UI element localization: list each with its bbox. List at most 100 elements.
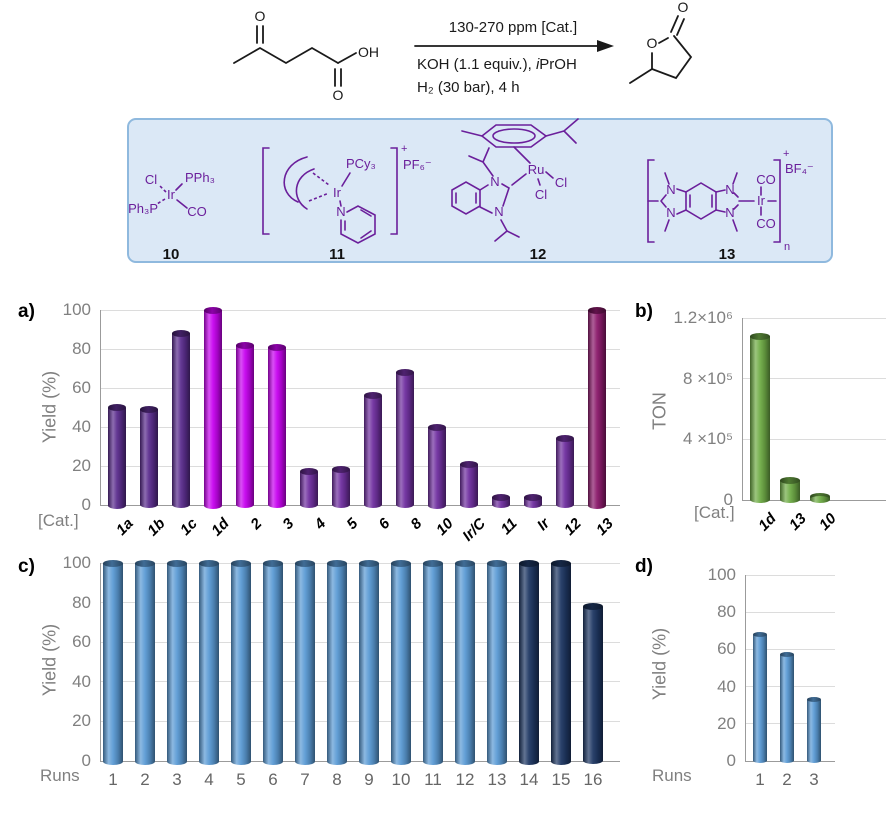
y-tick-label: 40 (717, 676, 736, 696)
cat12-n-bottom-label: N (494, 204, 503, 219)
bar-13 (588, 306, 606, 509)
x-category-label: 5 (343, 515, 362, 533)
cat11-number: 11 (329, 246, 345, 263)
bar-13 (780, 476, 800, 504)
bar-1c (172, 329, 190, 509)
x-category-label: 16 (583, 770, 603, 789)
y-tick-label: 60 (72, 632, 91, 652)
catalyst-12-structure: Ru Cl Cl N N 12 (451, 118, 579, 263)
y-tick-label: 20 (72, 456, 91, 475)
x-category-label: 11 (424, 770, 442, 789)
bar-5 (332, 466, 350, 509)
x-category-label: 3 (172, 770, 182, 789)
y-tick-label: 80 (717, 602, 736, 622)
bar-11 (492, 493, 510, 509)
y-tick-label: 100 (62, 553, 91, 572)
cat12-cl-right-label: Cl (555, 175, 567, 190)
y-axis-line (745, 575, 746, 761)
gridline (742, 378, 886, 380)
x-category-label: 4 (311, 515, 330, 533)
cat10-number: 10 (163, 246, 180, 263)
chart-d-yield-by-run: d) Yield (%) Runs 0 20 40 60 80 100 1 2 3 (630, 552, 890, 818)
bar-16 (583, 603, 603, 765)
x-category-label: 15 (551, 770, 571, 789)
panel-label-b: b) (635, 301, 653, 322)
gridline (100, 309, 620, 311)
bar-1 (753, 632, 767, 764)
x-category-label: 2 (247, 515, 266, 533)
x-category-label: 1 (755, 770, 765, 789)
x-category-label: 6 (268, 770, 278, 789)
y-tick-label: 0 (726, 751, 736, 770)
cat12-number: 12 (530, 246, 547, 263)
y-tick-label: 100 (707, 565, 736, 584)
x-category-label: 1b (144, 515, 170, 540)
cond-line1-italic: i (535, 56, 540, 73)
acid-o-label: O (333, 87, 344, 103)
y-tick-label: 0 (81, 495, 91, 514)
bar-15 (551, 559, 571, 765)
bar-14 (519, 559, 539, 765)
gvl-product-structure: O O (629, 0, 693, 84)
bar-5 (231, 559, 251, 765)
y-tick-label: 80 (72, 339, 91, 358)
x-category-label: 1d (208, 515, 234, 540)
bar-7 (295, 559, 315, 765)
x-category-label: 1a (113, 515, 138, 539)
x-category-label: 13 (487, 770, 507, 789)
bar-11 (423, 559, 443, 765)
gridline (100, 465, 620, 467)
panel-label-c: c) (18, 556, 35, 577)
x-axis-line (100, 505, 620, 506)
y-tick-label: 20 (717, 713, 736, 733)
chart-c-y-axis-title: Yield (%) (39, 623, 60, 697)
x-category-label: Ir/C (459, 515, 490, 545)
cat11-n-label: N (336, 204, 345, 219)
cat13-ir-label: Ir (757, 193, 766, 208)
y-axis-line (100, 563, 101, 761)
x-category-label: 13 (593, 515, 618, 539)
x-category-label: 14 (519, 770, 539, 789)
y-tick-label: 20 (72, 711, 91, 731)
y-tick-label: 40 (72, 417, 91, 436)
cat13-n-br-label: N (725, 205, 734, 220)
bar-1d (204, 306, 222, 509)
gridline (100, 387, 620, 389)
cat13-co-top-label: CO (756, 172, 776, 187)
x-category-label: 10 (433, 515, 458, 539)
panel-label-d: d) (635, 556, 653, 577)
gridline (745, 611, 835, 613)
gridline (745, 648, 835, 650)
gridline (100, 426, 620, 428)
bar-2 (236, 341, 254, 509)
bar-8 (396, 368, 414, 509)
bar-4 (300, 468, 318, 509)
x-category-label: 2 (140, 770, 150, 789)
y-tick-label: 8 ×10⁵ (682, 368, 733, 388)
bar-9 (359, 559, 379, 765)
cat13-n-tl-label: N (666, 182, 675, 197)
cat13-n-bl-label: N (666, 205, 675, 220)
cat11-counterion-label: PF₆⁻ (403, 157, 432, 172)
catalyst-13-structure: N N N N Ir CO CO + BF₄⁻ n 13 (647, 148, 814, 263)
x-category-label: 1d (755, 510, 781, 535)
conditions-below-arrow-line1: KOH (1.1 equiv.), iPrOH (417, 56, 577, 73)
bar-Ir (524, 493, 542, 509)
conditions-below-arrow-line2: H₂ (30 bar), 4 h (417, 79, 520, 96)
x-category-label: 12 (561, 515, 586, 539)
x-category-label: 5 (236, 770, 246, 789)
cat12-ru-label: Ru (528, 162, 545, 177)
cat13-repeat-sub-label: n (784, 241, 790, 253)
bar-3 (268, 343, 286, 509)
y-tick-label: 80 (72, 592, 91, 612)
levulinic-acid-structure: O OH O (233, 8, 379, 103)
y-tick-label: 0 (723, 490, 733, 509)
bar-1b (140, 405, 158, 509)
bar-12 (455, 559, 475, 765)
chart-b-y-axis-title: TON (649, 392, 670, 430)
y-tick-label: 60 (717, 639, 736, 659)
y-tick-label: 60 (72, 378, 91, 397)
cat11-ir-label: Ir (333, 185, 342, 200)
cat12-cl-down-label: Cl (535, 187, 547, 202)
y-tick-label: 0 (81, 751, 91, 770)
